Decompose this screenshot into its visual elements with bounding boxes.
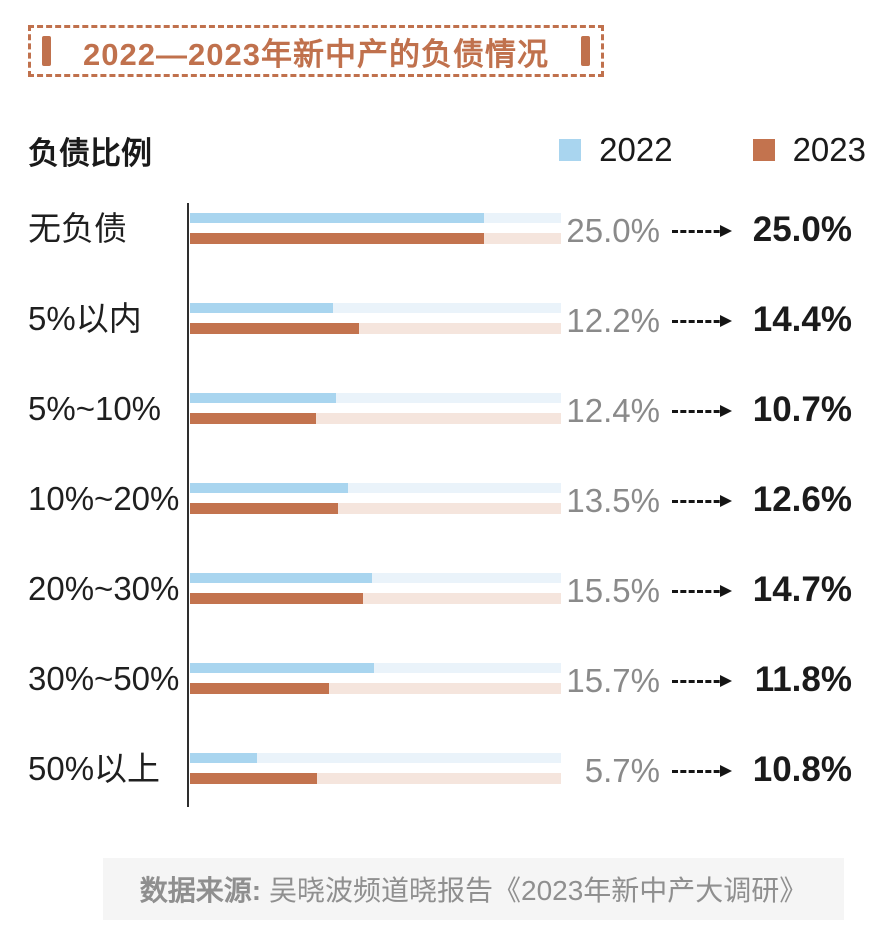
value-2022: 12.4% — [566, 392, 660, 429]
legend-swatch-2022-icon — [559, 139, 582, 161]
source-note: 数据来源: 吴晓波频道晓报告《2023年新中产大调研》 — [103, 858, 844, 920]
category-label: 无负债 — [28, 210, 127, 247]
bar-2023 — [190, 593, 363, 604]
dashed-arrow-icon — [672, 225, 732, 237]
bar-2022 — [190, 303, 334, 313]
value-2022: 15.5% — [566, 572, 660, 609]
bar-track-2023 — [190, 593, 561, 604]
bar-2023 — [190, 323, 360, 334]
bar-track-2022 — [190, 663, 561, 673]
chart-row: 30%~50% 15.7% 11.8% — [0, 655, 894, 745]
value-2023: 12.6% — [752, 480, 852, 519]
value-2022: 15.7% — [566, 662, 660, 699]
bar-track-2023 — [190, 233, 561, 244]
chart-row: 50%以上 5.7% 10.8% — [0, 745, 894, 835]
title-right-bar-icon — [581, 36, 590, 66]
chart-subheader: 负债比例 2022 2023 — [28, 128, 866, 172]
dashed-arrow-icon — [672, 405, 732, 417]
category-label: 30%~50% — [28, 660, 180, 697]
value-2023: 25.0% — [752, 210, 852, 249]
bar-2022 — [190, 573, 372, 583]
chart-row: 5%~10% 12.4% 10.7% — [0, 385, 894, 475]
bar-track-2022 — [190, 303, 561, 313]
bar-2022 — [190, 393, 336, 403]
bar-group — [190, 483, 561, 514]
title-left-bar-icon — [42, 36, 51, 66]
source-text: 吴晓波频道晓报告《2023年新中产大调研》 — [269, 875, 808, 906]
value-2022: 25.0% — [566, 212, 660, 249]
value-2023: 14.4% — [752, 300, 852, 339]
bar-track-2022 — [190, 753, 561, 763]
dashed-arrow-icon — [672, 585, 732, 597]
value-2023: 10.7% — [752, 390, 852, 429]
legend: 2022 2023 — [559, 131, 866, 169]
title-box: 2022—2023年新中产的负债情况 — [28, 25, 604, 77]
value-2022: 12.2% — [566, 302, 660, 339]
y-axis-line — [187, 203, 189, 807]
value-2023: 11.8% — [754, 660, 852, 699]
chart-row: 无负债 25.0% 25.0% — [0, 205, 894, 295]
bar-2023 — [190, 683, 329, 694]
value-2022: 13.5% — [566, 482, 660, 519]
legend-swatch-2023-icon — [752, 139, 775, 161]
dashed-arrow-icon — [672, 495, 732, 507]
legend-label-2022: 2022 — [599, 131, 673, 168]
bar-track-2022 — [190, 393, 561, 403]
bar-track-2023 — [190, 683, 561, 694]
bar-2023 — [190, 773, 317, 784]
bar-group — [190, 303, 561, 334]
dashed-arrow-icon — [672, 765, 732, 777]
bar-track-2023 — [190, 413, 561, 424]
chart-row: 5%以内 12.2% 14.4% — [0, 295, 894, 385]
value-2023: 14.7% — [752, 570, 852, 609]
bar-group — [190, 213, 561, 244]
bar-2023 — [190, 503, 338, 514]
bar-chart: 无负债 25.0% 25.0% 5%以内 12.2% 14.4% 5%~10% — [0, 203, 894, 845]
dashed-arrow-icon — [672, 675, 732, 687]
category-label: 5%以内 — [28, 300, 142, 337]
chart-rows: 无负债 25.0% 25.0% 5%以内 12.2% 14.4% 5%~10% — [0, 205, 894, 835]
category-label: 20%~30% — [28, 570, 180, 607]
bar-track-2023 — [190, 323, 561, 334]
category-label: 5%~10% — [28, 390, 162, 427]
section-heading: 负债比例 — [28, 135, 152, 171]
bar-2022 — [190, 753, 257, 763]
bar-track-2022 — [190, 483, 561, 493]
bar-2022 — [190, 213, 484, 223]
chart-row: 20%~30% 15.5% 14.7% — [0, 565, 894, 655]
bar-track-2023 — [190, 773, 561, 784]
category-label: 10%~20% — [28, 480, 180, 517]
bar-2023 — [190, 233, 484, 244]
dashed-arrow-icon — [672, 315, 732, 327]
bar-group — [190, 393, 561, 424]
bar-track-2022 — [190, 573, 561, 583]
bar-group — [190, 573, 561, 604]
bar-group — [190, 663, 561, 694]
bar-track-2023 — [190, 503, 561, 514]
value-2022: 5.7% — [584, 752, 660, 789]
category-label: 50%以上 — [28, 750, 161, 787]
legend-label-2023: 2023 — [792, 131, 866, 168]
bar-2023 — [190, 413, 316, 424]
chart-row: 10%~20% 13.5% 12.6% — [0, 475, 894, 565]
bar-track-2022 — [190, 213, 561, 223]
page-title: 2022—2023年新中产的负债情况 — [83, 36, 549, 72]
value-2023: 10.8% — [752, 750, 852, 789]
bar-group — [190, 753, 561, 784]
bar-2022 — [190, 663, 375, 673]
source-label: 数据来源: — [139, 875, 262, 906]
bar-2022 — [190, 483, 349, 493]
